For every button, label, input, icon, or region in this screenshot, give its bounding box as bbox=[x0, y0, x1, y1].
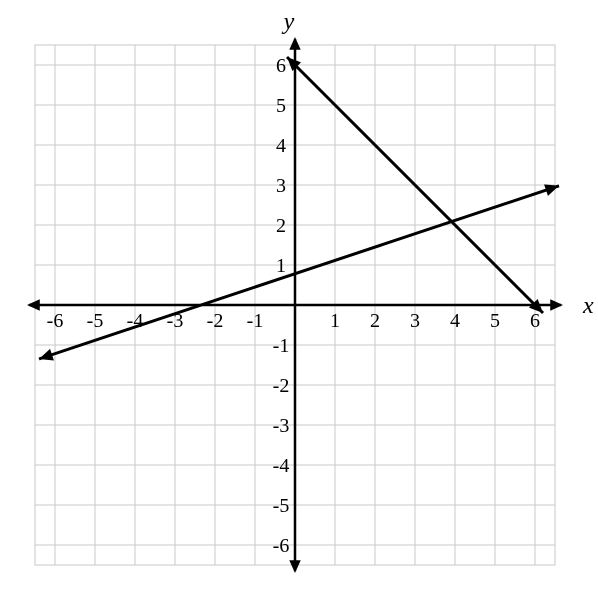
y-tick-label: -2 bbox=[273, 375, 290, 397]
y-tick-label: -1 bbox=[273, 335, 290, 357]
x-tick-label: 4 bbox=[450, 310, 460, 332]
y-tick-label: -6 bbox=[273, 535, 290, 557]
x-axis-label: x bbox=[582, 293, 594, 319]
x-tick-label: -6 bbox=[47, 310, 64, 332]
y-tick-label: 5 bbox=[276, 95, 286, 117]
x-tick-label: 5 bbox=[490, 310, 500, 332]
x-tick-label: -5 bbox=[87, 310, 104, 332]
y-axis-arrow-down bbox=[289, 560, 300, 573]
x-tick-label: 1 bbox=[330, 310, 340, 332]
x-tick-label: -2 bbox=[207, 310, 224, 332]
y-tick-label: 2 bbox=[276, 215, 286, 237]
y-axis-arrow-up bbox=[289, 37, 300, 50]
y-tick-label: -5 bbox=[273, 495, 290, 517]
y-tick-label: 4 bbox=[276, 135, 286, 157]
x-tick-label: 3 bbox=[410, 310, 420, 332]
graph-svg: -6-5-4-3-2-1123456-6-5-4-3-2-1123456xy bbox=[0, 0, 598, 598]
y-tick-label: 6 bbox=[276, 55, 286, 77]
y-tick-label: 1 bbox=[276, 255, 286, 277]
y-axis-label: y bbox=[282, 9, 295, 35]
x-axis-arrow-left bbox=[27, 299, 40, 310]
x-tick-label: 6 bbox=[530, 310, 540, 332]
coordinate-graph: -6-5-4-3-2-1123456-6-5-4-3-2-1123456xy bbox=[0, 0, 598, 598]
x-tick-label: 2 bbox=[370, 310, 380, 332]
y-tick-label: 3 bbox=[276, 175, 286, 197]
x-tick-label: -1 bbox=[247, 310, 264, 332]
x-axis-arrow-right bbox=[550, 299, 563, 310]
y-tick-label: -3 bbox=[273, 415, 290, 437]
y-tick-label: -4 bbox=[273, 455, 290, 477]
